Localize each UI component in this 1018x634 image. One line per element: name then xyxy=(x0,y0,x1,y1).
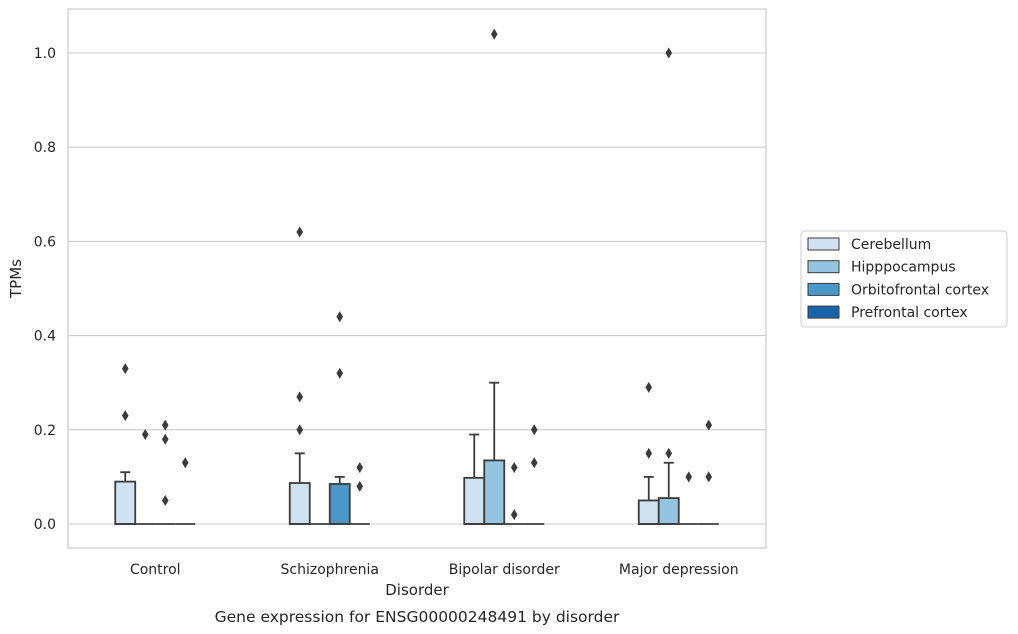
legend-label: Orbitofrontal cortex xyxy=(851,282,989,298)
outlier-point xyxy=(705,419,713,431)
box xyxy=(637,499,660,525)
y-axis-ticks: 0.0 0.2 0.4 0.6 0.8 1.0 xyxy=(34,46,56,533)
box-prefrontal-cortex xyxy=(175,457,196,525)
x-axis-ticks: Control Schizophrenia Bipolar disorder Majo… xyxy=(130,562,739,578)
outlier-point xyxy=(356,480,364,492)
legend: Cerebellum Hipppocampus Orbitofrontal cort… xyxy=(800,230,1008,328)
chart-caption: Gene expression for ENSG00000248491 by d… xyxy=(215,608,620,626)
legend-label: Cerebellum xyxy=(851,237,931,253)
y-tick-label: 0.2 xyxy=(34,423,56,439)
legend-swatch xyxy=(807,305,840,319)
box xyxy=(288,482,311,525)
box xyxy=(114,480,137,525)
y-tick-label: 0.0 xyxy=(34,517,56,533)
box-orbitofrontal-cortex xyxy=(155,419,176,525)
box-prefrontal-cortex xyxy=(349,461,370,525)
outlier-point xyxy=(296,391,304,403)
legend-frame xyxy=(800,230,1008,328)
legend-swatch xyxy=(807,260,840,274)
outlier-point xyxy=(665,447,673,459)
outlier-point xyxy=(161,494,169,506)
box xyxy=(328,483,351,525)
outlier-point xyxy=(685,471,693,483)
box-cerebellum xyxy=(463,433,486,525)
box-prefrontal-cortex xyxy=(524,424,545,525)
box xyxy=(463,476,486,525)
y-tick-label: 0.8 xyxy=(34,140,56,156)
outlier-point xyxy=(181,457,189,469)
box-cerebellum xyxy=(637,381,660,525)
legend-label: Prefrontal cortex xyxy=(851,305,968,321)
y-tick-label: 0.6 xyxy=(34,234,56,250)
legend-swatch xyxy=(807,237,840,251)
y-tick-label: 1.0 xyxy=(34,46,56,62)
box xyxy=(657,497,680,525)
outlier-point xyxy=(161,419,169,431)
outlier-point xyxy=(336,311,344,323)
outlier-point xyxy=(356,461,364,473)
outlier-point xyxy=(530,457,538,469)
box-cerebellum xyxy=(114,363,137,525)
outlier-point xyxy=(296,424,304,436)
outlier-point xyxy=(121,410,129,422)
plot-frame xyxy=(67,8,767,549)
outlier-point xyxy=(510,509,518,521)
box xyxy=(483,459,506,525)
box-orbitofrontal-cortex xyxy=(504,461,525,525)
box-orbitofrontal-cortex xyxy=(678,471,699,525)
box-prefrontal-cortex xyxy=(698,419,719,525)
x-tick-label: Control xyxy=(130,562,181,578)
outlier-point xyxy=(665,47,673,59)
outlier-point xyxy=(336,367,344,379)
outlier-point xyxy=(510,461,518,473)
outlier-point xyxy=(530,424,538,436)
outlier-point xyxy=(121,363,129,375)
x-tick-label: Bipolar disorder xyxy=(449,562,560,578)
box-cerebellum xyxy=(288,226,311,525)
y-axis-label: TPMs xyxy=(7,259,25,299)
box-orbitofrontal-cortex xyxy=(328,311,351,525)
box-hipppocampus xyxy=(483,28,506,525)
box-hipppocampus xyxy=(657,47,680,525)
outlier-point xyxy=(645,381,653,393)
legend-swatch xyxy=(807,282,840,296)
outlier-point xyxy=(141,429,149,441)
grid-lines xyxy=(68,52,766,525)
box-series xyxy=(114,28,719,525)
outlier-point xyxy=(645,447,653,459)
box-hipppocampus xyxy=(135,429,156,525)
outlier-point xyxy=(296,226,304,238)
outlier-point xyxy=(490,28,498,40)
outlier-point xyxy=(161,433,169,445)
legend-label: Hipppocampus xyxy=(851,260,956,276)
outlier-point xyxy=(705,471,713,483)
x-tick-label: Schizophrenia xyxy=(281,562,379,578)
y-tick-label: 0.4 xyxy=(34,329,56,345)
x-axis-label: Disorder xyxy=(385,581,449,599)
x-tick-label: Major depression xyxy=(619,562,739,578)
